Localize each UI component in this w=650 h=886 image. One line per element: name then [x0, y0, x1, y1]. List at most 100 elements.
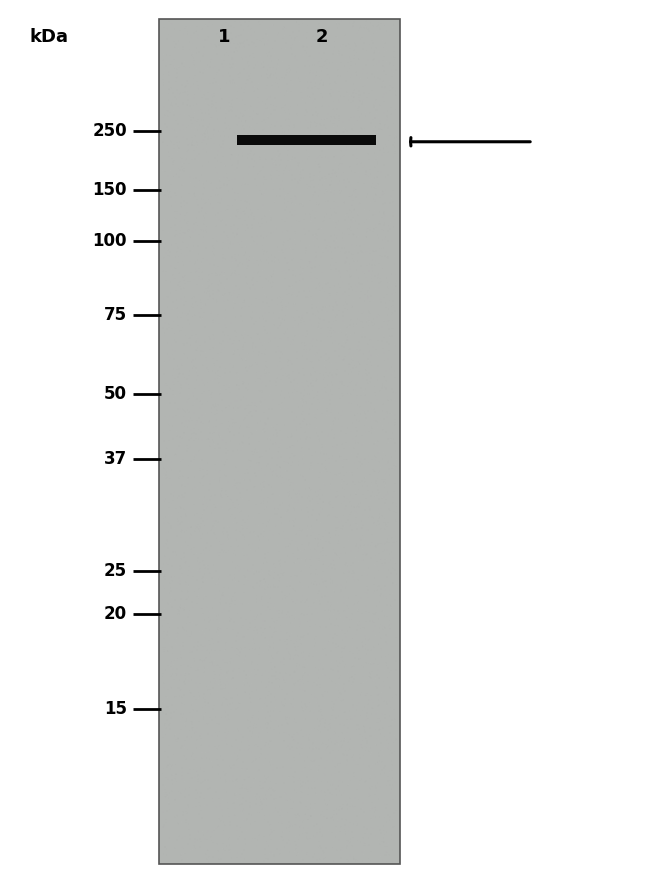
Point [214, 463, 225, 478]
Point [389, 370, 400, 385]
Point [222, 118, 232, 132]
Point [341, 206, 351, 220]
Point [258, 198, 268, 212]
Point [299, 315, 309, 329]
Point [168, 108, 179, 122]
Point [380, 249, 390, 263]
Point [367, 23, 377, 37]
Point [200, 18, 211, 32]
Point [162, 44, 172, 58]
Point [350, 57, 361, 71]
Point [265, 43, 275, 57]
Point [311, 788, 322, 802]
Point [263, 580, 273, 595]
Point [160, 146, 170, 160]
Point [224, 536, 234, 550]
Point [183, 800, 194, 814]
Point [196, 732, 206, 746]
Point [283, 255, 294, 269]
Point [326, 254, 336, 268]
Point [370, 474, 381, 488]
Point [292, 33, 302, 47]
Point [200, 670, 210, 684]
Point [302, 486, 312, 501]
Point [349, 797, 359, 811]
Point [325, 240, 335, 254]
Point [260, 441, 270, 455]
Point [161, 563, 172, 578]
Point [171, 666, 181, 680]
Point [324, 56, 335, 70]
Point [390, 462, 400, 476]
Point [326, 465, 336, 479]
Point [369, 402, 380, 416]
Point [274, 545, 284, 559]
Point [240, 245, 251, 259]
Point [231, 752, 242, 766]
Point [354, 652, 364, 666]
Point [315, 62, 325, 76]
Point [389, 338, 400, 352]
Point [383, 432, 393, 447]
Point [272, 430, 282, 444]
Point [345, 342, 356, 356]
Point [300, 582, 310, 596]
Point [378, 507, 389, 521]
Point [309, 319, 320, 333]
Point [298, 582, 309, 596]
Point [358, 130, 369, 144]
Point [309, 690, 320, 704]
Point [370, 540, 381, 554]
Point [180, 307, 190, 321]
Point [358, 582, 369, 596]
Point [354, 685, 364, 699]
Point [185, 164, 195, 178]
Point [382, 671, 393, 685]
Point [284, 833, 294, 847]
Point [205, 660, 216, 674]
Point [389, 413, 400, 427]
Point [276, 450, 286, 464]
Point [268, 60, 278, 74]
Point [219, 488, 229, 502]
Point [349, 394, 359, 408]
Point [372, 330, 383, 344]
Point [327, 810, 337, 824]
Point [175, 166, 185, 180]
Point [351, 814, 361, 828]
Point [185, 665, 195, 680]
Point [161, 468, 171, 482]
Point [337, 437, 348, 451]
Point [312, 489, 322, 503]
Point [305, 696, 315, 711]
Point [168, 425, 179, 439]
Point [157, 89, 168, 103]
Point [373, 537, 384, 551]
Point [229, 808, 239, 822]
Point [240, 593, 250, 607]
Point [250, 429, 260, 443]
Point [363, 352, 373, 366]
Point [356, 89, 366, 103]
Point [359, 36, 369, 51]
Point [222, 489, 233, 503]
Point [379, 543, 389, 557]
Point [187, 717, 197, 731]
Point [201, 843, 211, 858]
Point [383, 53, 393, 67]
Point [359, 675, 369, 689]
Point [380, 56, 391, 70]
Point [261, 272, 272, 286]
Point [326, 330, 336, 344]
Point [167, 327, 177, 341]
Point [384, 128, 394, 143]
Point [232, 103, 242, 117]
Point [188, 781, 198, 796]
Point [234, 227, 244, 241]
Point [337, 738, 347, 752]
Point [368, 665, 378, 680]
Point [161, 367, 171, 381]
Point [205, 234, 216, 248]
Point [391, 534, 402, 548]
Point [376, 458, 387, 472]
